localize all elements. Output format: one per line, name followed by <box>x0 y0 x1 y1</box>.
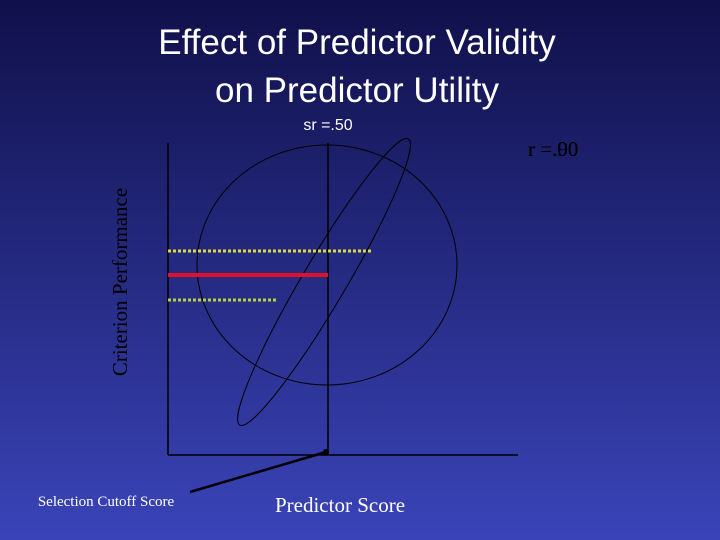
title-line: on Predictor Utility <box>215 71 499 110</box>
pointer-dot <box>323 449 329 455</box>
scatter-ellipse-high <box>237 138 411 426</box>
x-axis-label: Predictor Score <box>275 493 405 517</box>
pointer-line <box>189 450 327 494</box>
title-line: Effect of Predictor Validity <box>158 23 556 62</box>
validity-label: r =.90 <box>528 137 578 161</box>
validity-label: r =.00 <box>528 137 578 161</box>
selection-ratio: sr =.50 <box>303 117 352 134</box>
y-axis-label: Criterion Performance <box>108 188 132 376</box>
scatter-ellipse-low <box>196 144 458 386</box>
cutoff-label: Selection Cutoff Score <box>38 494 175 510</box>
